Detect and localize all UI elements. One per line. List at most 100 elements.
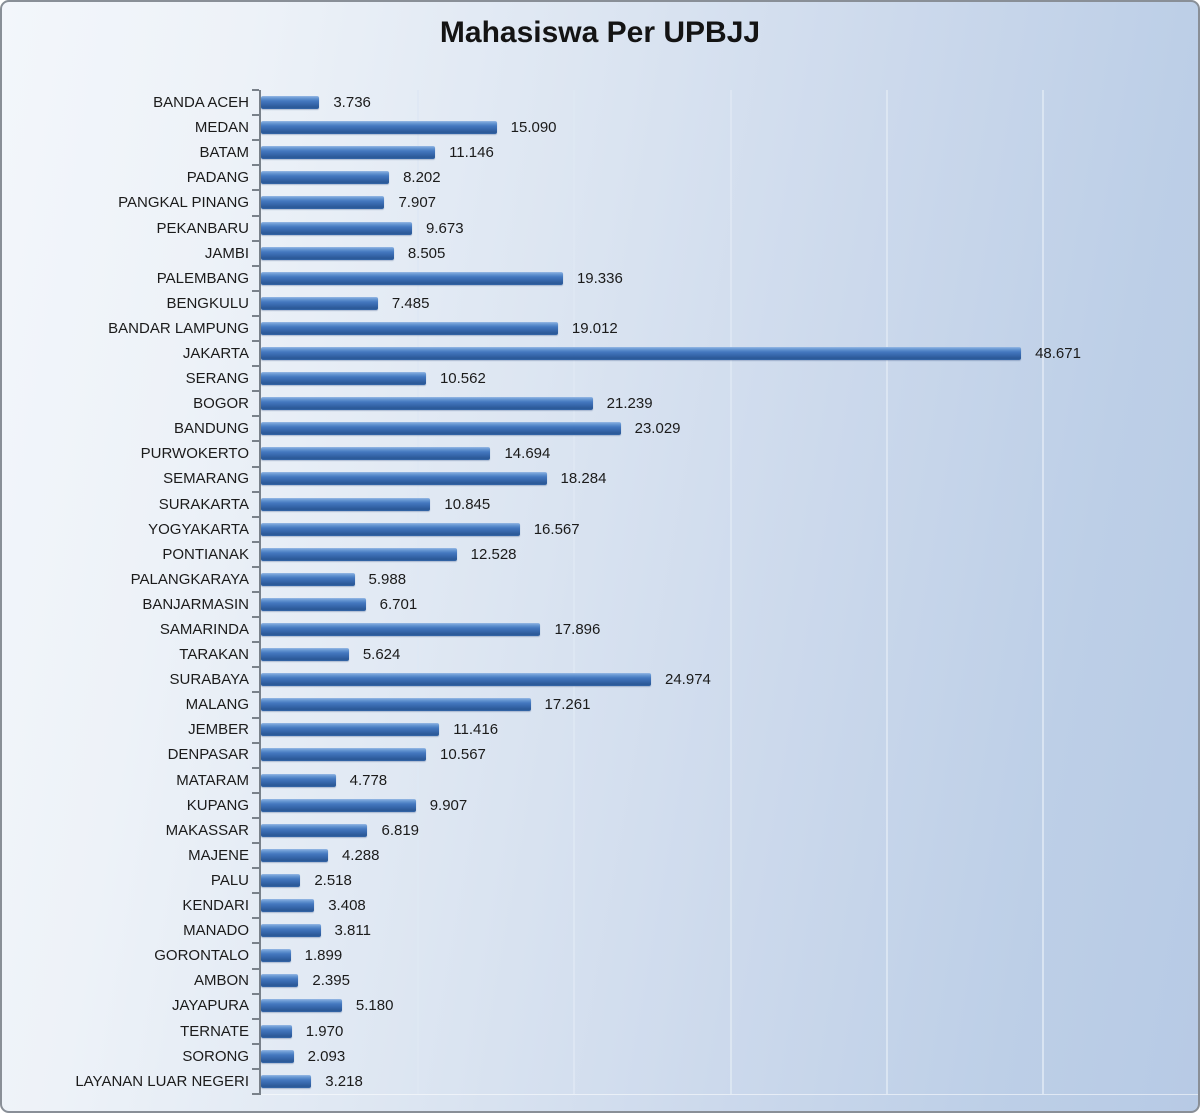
- category-label: MEDAN: [194, 119, 249, 137]
- axis-tick: [252, 816, 259, 819]
- bar-row: 5.180: [261, 993, 1198, 1018]
- category-row: LAYANAN LUAR NEGERI: [2, 1069, 249, 1094]
- category-row: SAMARINDA: [2, 617, 249, 642]
- axis-tick: [252, 766, 259, 769]
- axis-tick: [252, 139, 259, 142]
- gridline: [417, 90, 420, 1094]
- value-label: 8.505: [407, 244, 446, 262]
- category-label: MALANG: [185, 696, 249, 714]
- axis-tick: [252, 892, 259, 895]
- category-row: BANDUNG: [2, 416, 249, 441]
- bar-row: 6.819: [261, 818, 1198, 843]
- value-label: 3.408: [328, 897, 366, 915]
- category-row: BANDAR LAMPUNG: [2, 316, 249, 341]
- value-label: 10.562: [439, 370, 486, 388]
- bar-row: 16.567: [261, 517, 1198, 542]
- category-row: KENDARI: [2, 893, 249, 918]
- axis-tick: [252, 515, 259, 518]
- bar-row: 17.896: [261, 617, 1198, 642]
- category-label: TARAKAN: [179, 646, 249, 664]
- bar-row: 8.505: [261, 241, 1198, 266]
- bar: [261, 296, 378, 310]
- bar: [261, 572, 355, 586]
- value-label: 11.416: [453, 721, 499, 739]
- category-row: PONTIANAK: [2, 542, 249, 567]
- axis-tick: [252, 340, 259, 342]
- bar: [261, 848, 328, 862]
- value-label: 15.090: [510, 119, 557, 137]
- category-label: DENPASAR: [167, 746, 249, 764]
- category-row: SERANG: [2, 366, 249, 391]
- axis-tick: [252, 867, 259, 870]
- value-label: 17.261: [544, 696, 591, 714]
- category-label: MANADO: [183, 922, 249, 940]
- category-label: BOGOR: [193, 395, 249, 413]
- value-label: 5.624: [362, 646, 401, 664]
- axis-tick: [252, 490, 259, 493]
- bar-row: 48.671: [261, 341, 1198, 366]
- value-label: 3.736: [333, 94, 371, 112]
- bar-row: 4.778: [261, 768, 1198, 793]
- category-label: BATAM: [199, 144, 249, 162]
- category-label: JAMBI: [204, 244, 249, 262]
- category-label: PALANGKARAYA: [130, 570, 249, 588]
- gridline: [573, 90, 576, 1094]
- bar-row: 9.907: [261, 793, 1198, 818]
- category-label: AMBON: [193, 972, 249, 990]
- bar-series: 3.736 15.090 11.146 8.202 7.907 9.673 8.505 19.…: [261, 90, 1198, 1094]
- category-label: PALEMBANG: [156, 269, 249, 287]
- axis-tick: [252, 540, 259, 543]
- bar-row: 3.408: [261, 893, 1198, 918]
- category-row: KUPANG: [2, 793, 249, 818]
- bar: [261, 974, 299, 988]
- bar: [261, 798, 416, 812]
- bar: [261, 221, 413, 235]
- category-row: PALANGKARAYA: [2, 567, 249, 592]
- bar: [261, 522, 520, 536]
- value-label: 7.907: [398, 194, 437, 212]
- bar: [261, 547, 457, 561]
- axis-tick: [252, 967, 259, 970]
- bar-row: 12.528: [261, 542, 1198, 567]
- value-label: 5.180: [355, 997, 394, 1015]
- axis-tick: [252, 791, 259, 794]
- bar: [261, 321, 558, 335]
- bar: [261, 623, 541, 637]
- category-row: MANADO: [2, 918, 249, 943]
- bar: [261, 648, 349, 662]
- bar: [261, 497, 431, 511]
- category-label: PADANG: [186, 169, 249, 187]
- category-row: MATARAM: [2, 768, 249, 793]
- bar-row: 3.811: [261, 918, 1198, 943]
- gridline: [885, 90, 888, 1094]
- axis-tick: [252, 264, 259, 267]
- axis-tick: [252, 1093, 259, 1095]
- category-label: PONTIANAK: [162, 545, 249, 563]
- category-row: PEKANBARU: [2, 215, 249, 240]
- category-row: JAYAPURA: [2, 993, 249, 1018]
- axis-tick: [252, 992, 259, 995]
- category-row: SORONG: [2, 1044, 249, 1069]
- bar-row: 5.624: [261, 642, 1198, 667]
- bar-row: 1.899: [261, 943, 1198, 968]
- bar: [261, 1049, 294, 1063]
- value-label: 17.896: [554, 621, 601, 639]
- category-label: BANDUNG: [173, 420, 249, 438]
- category-label: PANGKAL PINANG: [118, 194, 249, 212]
- axis-tick: [252, 1042, 259, 1045]
- category-label: MATARAM: [176, 771, 249, 789]
- bar-row: 18.284: [261, 466, 1198, 491]
- chart-title: Mahasiswa Per UPBJJ: [439, 16, 761, 49]
- bar: [261, 146, 436, 160]
- category-row: PADANG: [2, 165, 249, 190]
- bar: [261, 121, 497, 135]
- bar: [261, 748, 427, 762]
- category-row: GORONTALO: [2, 943, 249, 968]
- plot-area: [261, 90, 1198, 1094]
- category-row: PURWOKERTO: [2, 441, 249, 466]
- value-label: 8.202: [403, 169, 441, 187]
- bar: [261, 999, 342, 1013]
- axis-tick: [252, 214, 259, 217]
- bar: [261, 1024, 292, 1038]
